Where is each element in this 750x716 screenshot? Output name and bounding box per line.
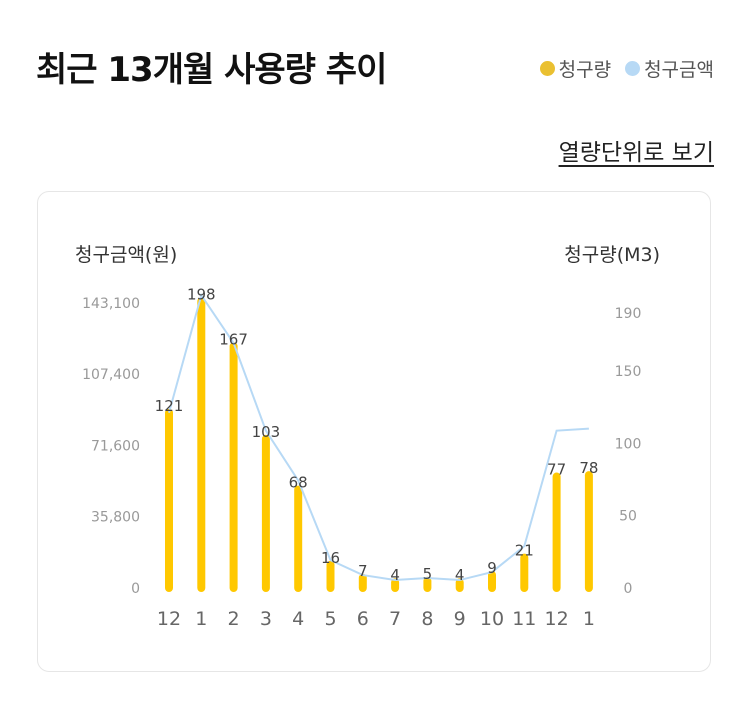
x-tick-label: 1 [583, 608, 595, 630]
bar-data-label: 78 [579, 459, 598, 477]
legend-dot-amount [625, 61, 641, 76]
left-axis-title: 청구금액(원) [75, 244, 178, 266]
left-tick-label: 71,600 [91, 438, 140, 454]
legend-dot-volume [539, 61, 555, 76]
bar-data-label: 21 [515, 542, 534, 560]
x-tick-label: 4 [292, 608, 304, 630]
x-tick-label: 6 [357, 608, 369, 630]
left-tick-label: 35,800 [91, 510, 140, 526]
x-tick-label: 7 [389, 608, 401, 630]
left-tick-label: 107,400 [82, 367, 140, 383]
amount-line [168, 292, 589, 582]
right-tick-label: 0 [624, 581, 633, 597]
bar-data-label: 4 [390, 566, 400, 584]
bar-data-label: 167 [219, 330, 248, 348]
legend-item-volume: 청구량 [539, 55, 612, 82]
left-tick-label: 0 [131, 581, 140, 597]
bar-data-label: 77 [547, 461, 566, 479]
bar-data-label: 198 [187, 285, 216, 303]
right-axis-title: 청구량(M3) [564, 244, 660, 266]
right-tick-label: 100 [615, 436, 642, 452]
x-tick-label: 12 [157, 608, 181, 630]
bar-data-label: 4 [455, 566, 465, 584]
bar-data-label: 7 [358, 562, 368, 580]
page-title: 최근 13개월 사용량 추이 [36, 50, 387, 90]
x-tick-label: 5 [324, 608, 336, 630]
legend-label-volume: 청구량 [558, 59, 612, 81]
legend-item-amount: 청구금액 [625, 55, 714, 82]
x-tick-label: 9 [454, 608, 466, 630]
left-tick-label: 143,100 [82, 296, 140, 312]
x-tick-label: 11 [512, 608, 536, 630]
bar-data-label: 121 [155, 397, 184, 415]
bar-data-label: 9 [487, 559, 497, 577]
right-tick-label: 50 [619, 509, 637, 525]
x-tick-label: 12 [545, 608, 569, 630]
right-tick-label: 150 [615, 364, 642, 380]
bar-data-label: 68 [289, 474, 308, 492]
bar-data-label: 5 [423, 565, 433, 583]
legend-label-amount: 청구금액 [644, 59, 714, 81]
x-tick-label: 3 [260, 608, 272, 630]
x-tick-label: 10 [480, 608, 504, 630]
bar-data-label: 103 [252, 423, 281, 441]
right-tick-label: 190 [615, 306, 642, 322]
chart-card [37, 191, 711, 672]
view-calorie-unit-link[interactable]: 열량단위로 보기 [558, 140, 714, 166]
chart-legend: 청구량 청구금액 [539, 55, 714, 82]
x-tick-label: 1 [195, 608, 207, 630]
x-tick-label: 8 [421, 608, 433, 630]
bar-data-label: 16 [321, 549, 340, 567]
x-tick-label: 2 [228, 608, 240, 630]
